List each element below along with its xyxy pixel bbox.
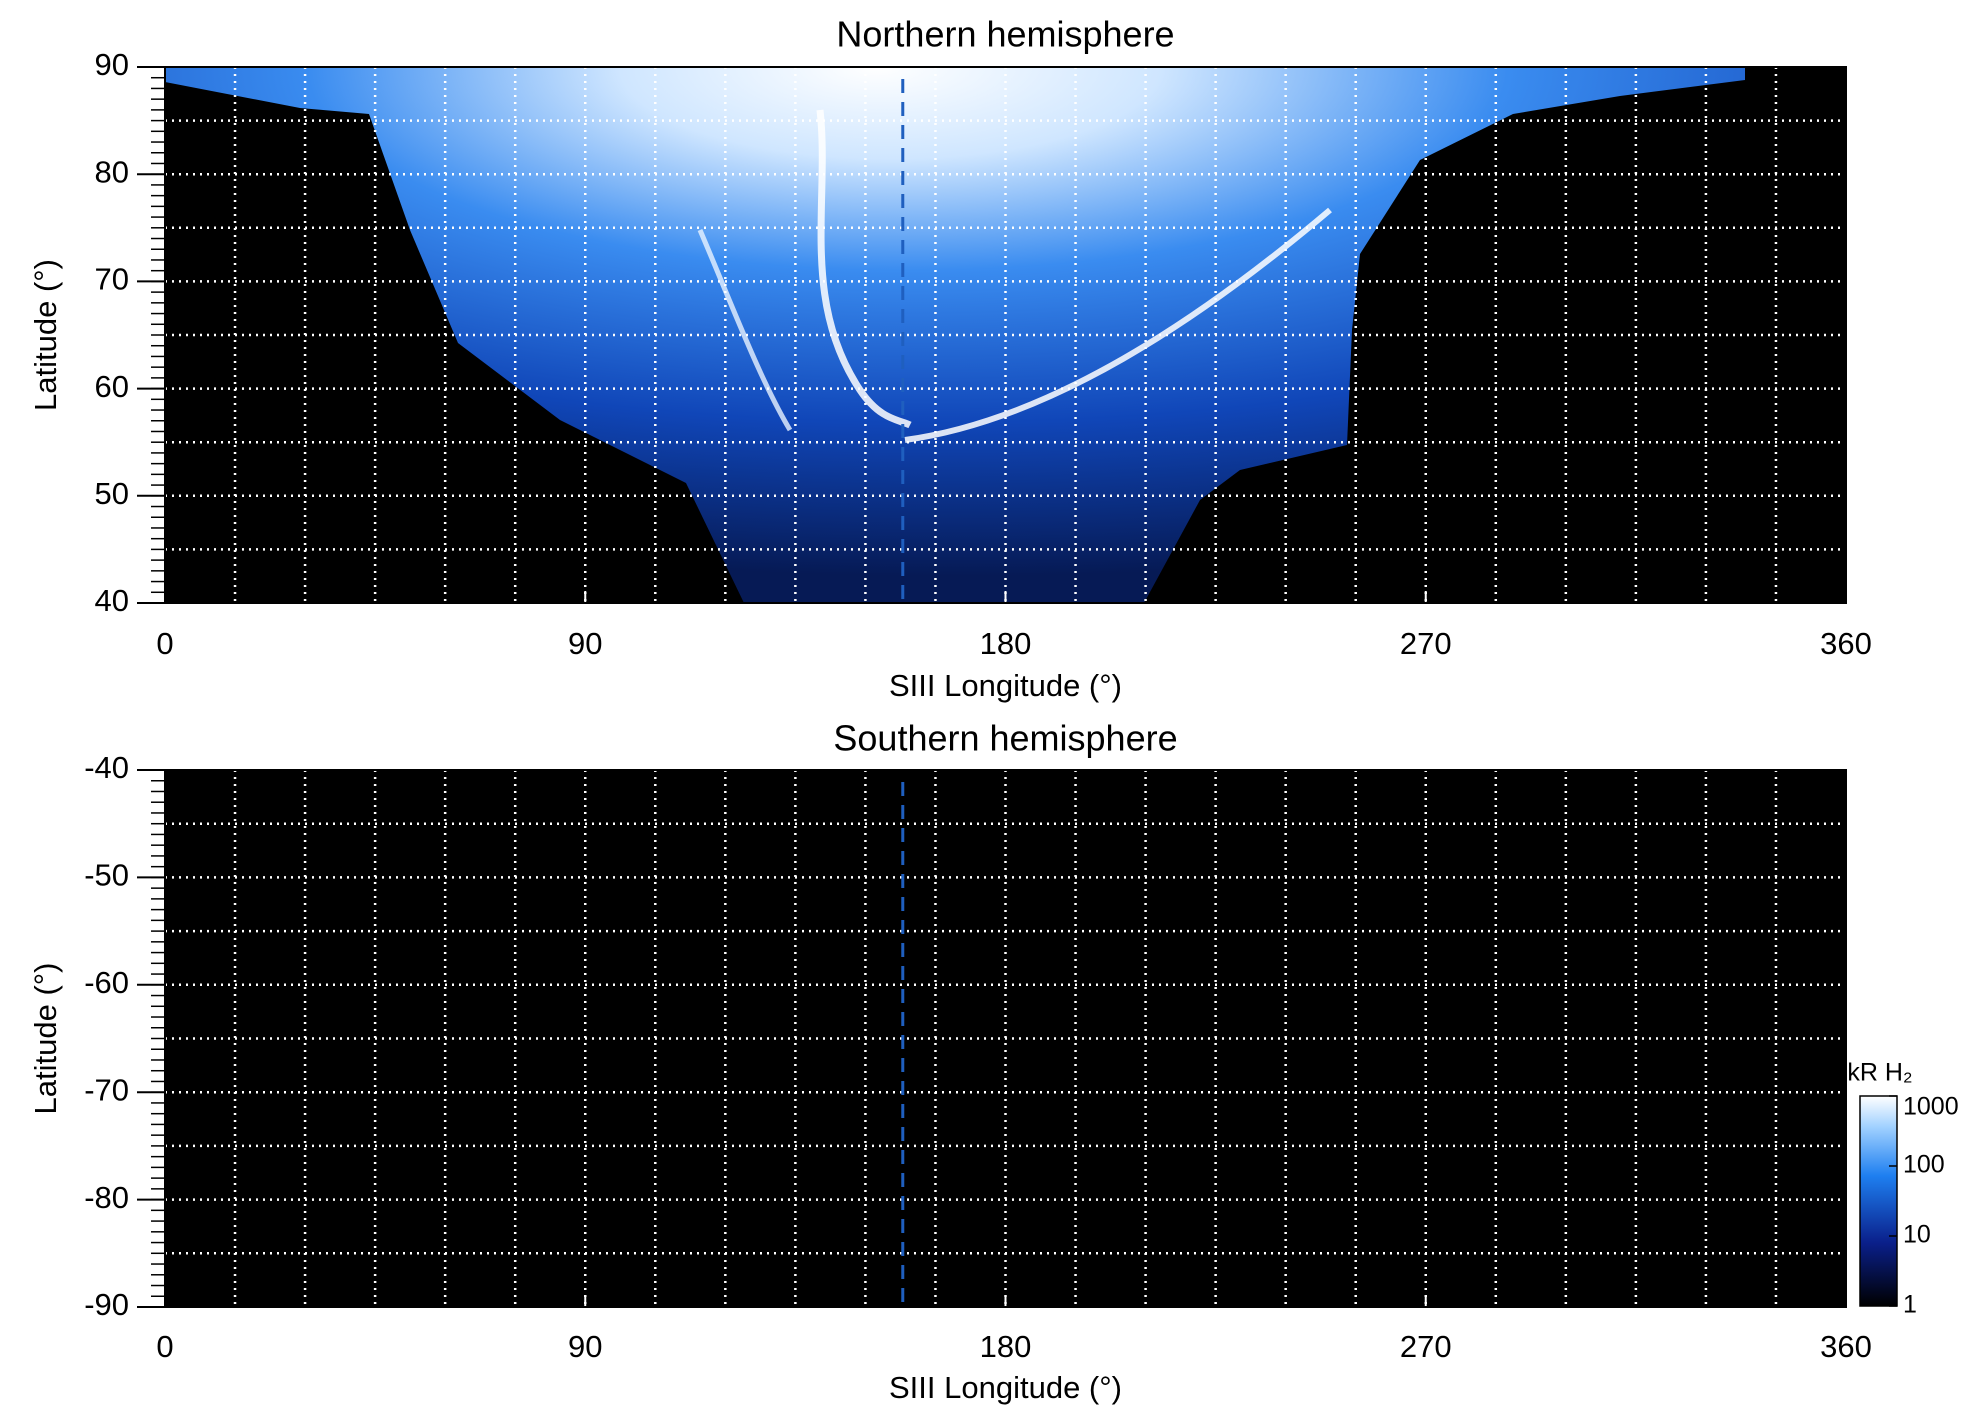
x-tick-label: 90	[568, 1329, 602, 1364]
colorbar	[1859, 1095, 1898, 1307]
y-tick-label: -90	[84, 1287, 129, 1322]
y-axis-label: Latitude (°)	[28, 259, 63, 411]
emission-region	[165, 67, 1745, 603]
auroral-arc	[697, 229, 793, 432]
chart-title: Southern hemisphere	[833, 718, 1177, 759]
aurora-emission	[165, 67, 1745, 603]
y-tick-label: -60	[84, 965, 129, 1000]
chart-title: Northern hemisphere	[836, 14, 1174, 55]
x-tick-label: 0	[156, 626, 173, 661]
y-tick-label: -50	[84, 858, 129, 893]
y-tick-label: -40	[84, 750, 129, 785]
x-tick-label: 0	[156, 1329, 173, 1364]
x-tick-label: 180	[980, 1329, 1032, 1364]
y-axis-label: Latitude (°)	[28, 963, 63, 1115]
y-tick-label: -80	[84, 1180, 129, 1215]
x-tick-label: 360	[1820, 1329, 1872, 1364]
y-tick-label: 90	[95, 47, 129, 82]
y-tick-label: 60	[95, 369, 129, 404]
colorbar-label: kR H₂	[1847, 1059, 1912, 1087]
x-axis-label: SIII Longitude (°)	[889, 668, 1122, 703]
colorbar-tick-label: 10	[1903, 1221, 1931, 1249]
x-tick-label: 360	[1820, 626, 1872, 661]
colorbar-tick-label: 1	[1903, 1291, 1917, 1319]
colorbar-tick-label: 100	[1903, 1151, 1945, 1179]
y-tick-label: 80	[95, 154, 129, 189]
colorbar-tick-label: 1000	[1903, 1093, 1959, 1121]
y-tick-label: -70	[84, 1072, 129, 1107]
auroral-arc	[816, 109, 912, 429]
x-tick-label: 90	[568, 626, 602, 661]
y-tick-label: 70	[95, 262, 129, 297]
x-tick-label: 180	[980, 626, 1032, 661]
plot-frame	[164, 66, 1847, 604]
auroral-arc	[904, 207, 1332, 443]
y-tick-label: 50	[95, 476, 129, 511]
x-axis-label: SIII Longitude (°)	[889, 1370, 1122, 1405]
plot-frame	[164, 769, 1847, 1308]
x-tick-label: 270	[1400, 1329, 1452, 1364]
x-tick-label: 270	[1400, 626, 1452, 661]
y-tick-label: 40	[95, 583, 129, 618]
